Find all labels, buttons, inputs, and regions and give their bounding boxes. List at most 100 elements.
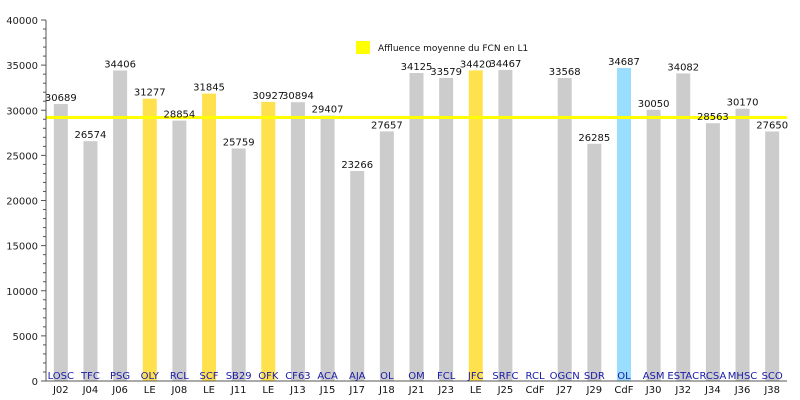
bar-aca-j15 <box>320 115 335 382</box>
matchday-label: J08 <box>171 385 188 396</box>
axes-layer: 0 5000 10000 15000 20000 25000 30000 35000 40000 <box>6 16 787 388</box>
data-label: 26285 <box>578 133 610 144</box>
bar-sb29-j11 <box>231 148 246 381</box>
bar-scf-le <box>202 93 217 381</box>
matchday-label: J36 <box>734 385 751 396</box>
y-tick-label: 15000 <box>6 242 38 253</box>
matchday-label: J18 <box>378 385 395 396</box>
bars-layer <box>53 67 780 382</box>
matchday-label: J21 <box>408 385 425 396</box>
bar-ofk-le <box>261 101 276 382</box>
team-label: PSG <box>110 371 130 382</box>
team-label: OL <box>617 371 631 382</box>
data-label: 33579 <box>430 67 462 78</box>
team-label: ESTAC <box>667 371 699 382</box>
bar-estac-j32 <box>676 73 691 382</box>
team-label: OGCN <box>550 371 580 382</box>
bar-ol-cdf <box>616 67 631 381</box>
bar-tfc-j04 <box>83 141 98 381</box>
bar-rcl-j08 <box>172 120 187 381</box>
team-label: ASM <box>643 371 665 382</box>
bar-sco-j38 <box>765 131 780 381</box>
y-tick-label: 20000 <box>6 197 38 208</box>
matchday-label: J11 <box>230 385 247 396</box>
team-label: LOSC <box>48 371 74 382</box>
matchday-label: J32 <box>674 385 691 396</box>
data-label: 30894 <box>282 91 314 102</box>
matchday-label: J29 <box>585 385 602 396</box>
data-label: 30050 <box>638 99 670 110</box>
data-label: 29407 <box>312 105 344 116</box>
data-label: 31845 <box>193 83 225 94</box>
matchday-label: J38 <box>763 385 780 396</box>
bar-losc-j02 <box>53 104 68 382</box>
matchday-label: LE <box>144 385 156 396</box>
bar-sdr-j29 <box>587 143 602 381</box>
team-label: SRFC <box>492 371 518 382</box>
team-label: OFK <box>258 371 279 382</box>
team-label: JFC <box>467 371 484 382</box>
matchday-label: CdF <box>526 385 545 396</box>
data-label: 34467 <box>490 59 522 70</box>
bar-oly-le <box>142 98 157 382</box>
matchday-label: LE <box>470 385 482 396</box>
matchday-label: J15 <box>319 385 336 396</box>
data-label: 30927 <box>252 91 284 102</box>
data-label: 23266 <box>341 160 373 171</box>
matchday-label: J06 <box>111 385 128 396</box>
data-label: 28563 <box>697 112 729 123</box>
bar-psg-j06 <box>113 70 128 382</box>
data-label: 34406 <box>104 59 136 70</box>
y-tick-label: 5000 <box>13 332 38 343</box>
legend: Affluence moyenne du FCN en L1 <box>356 41 528 54</box>
data-label: 30170 <box>727 98 759 109</box>
team-label: SCF <box>199 371 218 382</box>
y-tick-label: 0 <box>32 377 38 388</box>
y-tick-label: 40000 <box>6 16 38 27</box>
matchday-label: LE <box>262 385 274 396</box>
team-label: SB29 <box>226 371 252 382</box>
matchday-label: LE <box>203 385 215 396</box>
bar-cf63-j13 <box>290 102 305 382</box>
bar-srfc-j25 <box>498 69 513 381</box>
matchday-label: J04 <box>82 385 99 396</box>
team-label: OM <box>408 371 425 382</box>
bar-rcsa-j34 <box>705 123 720 381</box>
matchday-label: J30 <box>645 385 662 396</box>
team-label: SDR <box>584 371 605 382</box>
team-label: SCO <box>762 371 783 382</box>
legend-swatch <box>356 41 370 54</box>
y-tick-label: 10000 <box>6 287 38 298</box>
data-label: 27650 <box>756 120 788 131</box>
team-label: OLY <box>141 371 160 382</box>
team-label: OL <box>380 371 394 382</box>
bar-ogcn-j27 <box>557 78 572 381</box>
y-tick-label: 25000 <box>6 151 38 162</box>
bar-ol-j18 <box>379 131 394 381</box>
matchday-label: J25 <box>497 385 514 396</box>
matchday-label: J34 <box>704 385 721 396</box>
data-label: 33568 <box>549 67 581 78</box>
legend-label: Affluence moyenne du FCN en L1 <box>378 44 528 54</box>
bar-om-j21 <box>409 73 424 381</box>
y-tick-label: 30000 <box>6 106 38 117</box>
matchday-label: J23 <box>437 385 454 396</box>
data-label: 34420 <box>460 59 492 70</box>
team-label: TFC <box>80 371 100 382</box>
labels-layer: 30689 LOSC J02 26574 TFC J04 34406 PSG J06 31277 O… <box>45 57 788 396</box>
data-label: 26574 <box>75 130 107 141</box>
data-label: 34125 <box>401 62 433 73</box>
bar-mhsc-j36 <box>735 108 750 381</box>
team-label: ACA <box>317 371 338 382</box>
matchday-label: CdF <box>614 385 633 396</box>
data-label: 28854 <box>163 110 195 121</box>
y-tick-label: 35000 <box>6 61 38 72</box>
team-label: FCL <box>437 371 456 382</box>
matchday-label: J27 <box>556 385 573 396</box>
matchday-label: J17 <box>348 385 365 396</box>
matchday-label: J02 <box>52 385 69 396</box>
bar-fcl-j23 <box>439 77 454 381</box>
data-label: 34687 <box>608 57 640 68</box>
matchday-label: J13 <box>289 385 306 396</box>
